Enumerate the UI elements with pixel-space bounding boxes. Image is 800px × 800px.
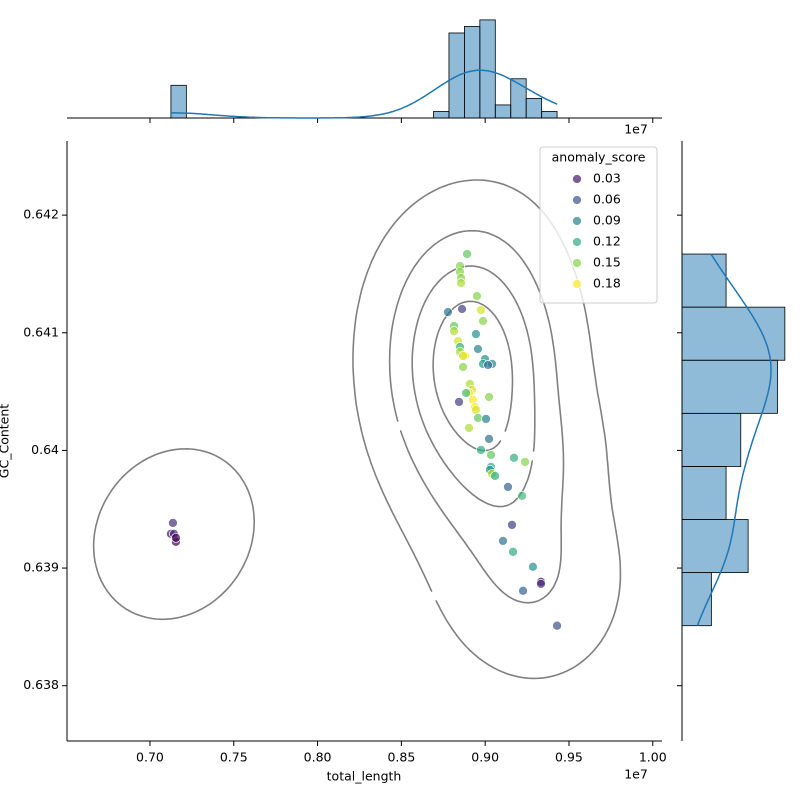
scatter-point: [472, 291, 482, 301]
scatter-point: [490, 471, 500, 481]
kde-contour: [388, 229, 565, 604]
scatter-point: [458, 351, 468, 361]
scatter-point: [471, 405, 481, 415]
scatter-point: [171, 532, 181, 543]
y-tick-label: 0.642: [23, 207, 59, 222]
right-kde-curve: [696, 253, 772, 626]
legend-label: 0.18: [593, 276, 621, 291]
x-tick-label: 0.85: [387, 750, 415, 765]
scatter-point: [476, 305, 486, 315]
x-tick-label: 0.80: [304, 750, 332, 765]
legend-label: 0.12: [593, 234, 621, 249]
legend: anomaly_score 0.03 0.06 0.09 0.12 0.15 0.18: [539, 146, 658, 304]
scatter-point: [473, 413, 483, 423]
scatter-point: [536, 578, 546, 589]
kde-contour: [411, 265, 536, 508]
y-tick-label: 0.64: [31, 442, 59, 457]
y-tick-label: 0.641: [23, 324, 59, 339]
top-hist-bar: [433, 111, 450, 119]
x-tick-label: 0.70: [136, 750, 164, 765]
scatter-point: [464, 423, 474, 433]
legend-marker: [572, 237, 582, 247]
scatter-point: [509, 452, 519, 463]
scatter-point: [471, 329, 481, 339]
right-hist-bar: [681, 306, 786, 361]
right-hist-bar: [681, 253, 727, 308]
scatter-point: [498, 536, 508, 546]
x-tick-label: 0.90: [471, 750, 499, 765]
top-hist-bar: [525, 97, 543, 119]
top-hist-bar: [541, 111, 558, 119]
scatter-point: [484, 392, 494, 402]
kde-contour: [432, 300, 514, 452]
top-hist-bar: [170, 84, 187, 119]
scatter-point: [462, 249, 472, 259]
scatter-point: [449, 326, 459, 336]
top-hist-bar: [479, 19, 496, 119]
scatter-point: [454, 397, 464, 407]
scatter-point: [486, 450, 496, 460]
scatter-point: [508, 546, 518, 557]
x-tick-label: 0.75: [220, 750, 248, 765]
y-axis-label: GC_Content: [0, 404, 12, 478]
scatter-point: [168, 518, 178, 528]
y-tick-label: 0.639: [23, 560, 59, 575]
x-tick-label: 0.95: [555, 750, 583, 765]
scatter-point: [457, 304, 467, 314]
scatter-point: [528, 561, 538, 572]
legend-marker: [572, 216, 582, 226]
legend-marker: [572, 195, 582, 205]
legend-marker: [572, 258, 582, 268]
scatter-point: [552, 620, 562, 631]
legend-title: anomaly_score: [552, 150, 646, 165]
legend-frame: [539, 146, 658, 304]
top-hist-bar: [510, 78, 527, 119]
scatter-point: [507, 520, 517, 530]
right-hist-bar: [681, 519, 749, 574]
right-hist-bar: [681, 572, 712, 627]
scatter-point: [458, 362, 468, 372]
scatter-point: [520, 457, 530, 467]
right-hist-bar: [681, 412, 742, 467]
x-tick-label: 1.00: [639, 750, 667, 765]
scatter-point: [518, 585, 528, 596]
scatter-point: [484, 434, 494, 444]
scatter-point: [476, 445, 486, 455]
scatter-point: [503, 482, 513, 492]
legend-marker: [572, 174, 582, 184]
legend-label: 0.09: [593, 213, 621, 228]
scatter-point: [473, 344, 483, 354]
scatter-point: [478, 316, 488, 326]
legend-label: 0.06: [593, 192, 621, 207]
legend-label: 0.15: [593, 255, 621, 270]
scatter-point: [461, 388, 471, 398]
legend-label: 0.03: [593, 171, 621, 186]
top-offset-label: 1e7: [624, 122, 648, 137]
top-hist-bar: [494, 104, 512, 119]
top-kde-curve: [170, 69, 558, 119]
y-tick-label: 0.638: [23, 677, 59, 692]
scatter-point: [443, 307, 453, 317]
legend-marker: [572, 279, 582, 289]
scatter-point: [483, 360, 493, 370]
scatter-point: [456, 278, 466, 288]
x-offset-label: 1e7: [624, 767, 648, 782]
scatter-point: [517, 490, 527, 501]
right-hist-bar: [681, 466, 727, 520]
scatter-point: [481, 414, 491, 424]
right-hist-bar: [681, 359, 778, 414]
x-axis-label: total_length: [327, 769, 402, 784]
